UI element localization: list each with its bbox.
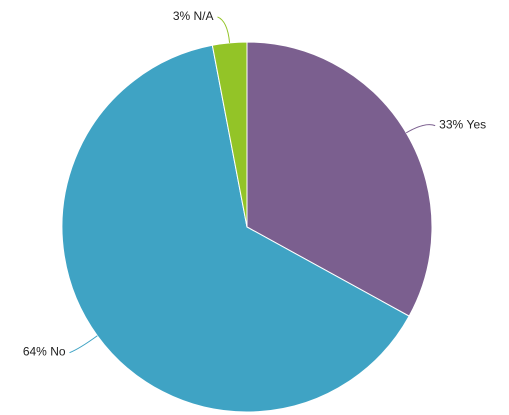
leader-line xyxy=(405,124,436,134)
slice-value-label: 33% xyxy=(439,118,463,132)
slice-label: 3% N/A xyxy=(173,9,214,23)
pie-slice xyxy=(61,44,410,413)
slice-category-label: No xyxy=(50,345,66,359)
leader-line xyxy=(217,16,231,43)
slice-category-label: N/A xyxy=(194,9,214,23)
slice-value-label: 64% xyxy=(23,345,47,359)
slice-value-label: 3% xyxy=(173,9,191,23)
leader-line xyxy=(69,335,98,354)
slice-category-label: Yes xyxy=(467,118,487,132)
slice-label: 33% Yes xyxy=(439,118,486,132)
slice-label: 64% No xyxy=(23,345,66,359)
